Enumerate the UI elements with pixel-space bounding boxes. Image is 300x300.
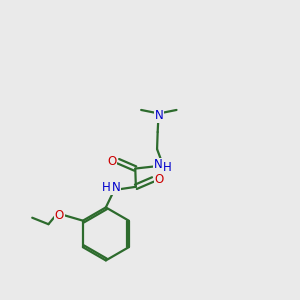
Text: O: O [107, 155, 116, 168]
Text: O: O [155, 173, 164, 186]
Text: O: O [55, 209, 64, 222]
Text: N: N [154, 158, 162, 171]
Text: N: N [112, 181, 121, 194]
Text: N: N [154, 109, 163, 122]
Text: H: H [102, 181, 111, 194]
Text: H: H [163, 161, 172, 174]
